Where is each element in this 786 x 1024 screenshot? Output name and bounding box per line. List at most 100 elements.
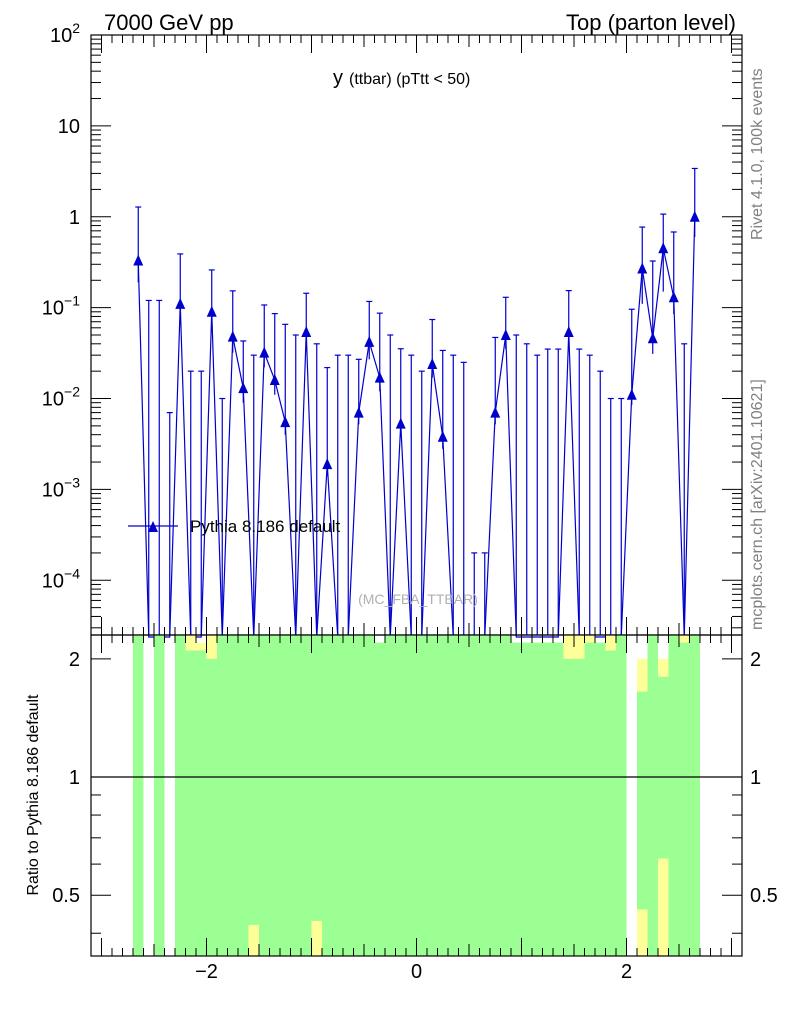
y-tick-label: 10 (58, 116, 80, 138)
ratio-y-tick-label-right: 2 (750, 649, 761, 671)
y-tick-base: 10 (42, 389, 64, 411)
y-tick-label: 10−4 (42, 565, 80, 592)
y-tick-base: 10 (58, 116, 80, 138)
y-tick-label: 10−1 (42, 293, 80, 320)
ratio-band-inner (521, 642, 532, 956)
ratio-band-inner (595, 642, 606, 956)
ratio-band-inner (185, 650, 196, 956)
ratio-band-inner (227, 635, 238, 956)
ratio-band-inner (290, 635, 301, 956)
main-frame (90, 34, 743, 636)
legend: Pythia 8.186 default (128, 517, 341, 536)
y-tick-base: 10 (50, 25, 72, 47)
data-point (689, 210, 700, 222)
data-point (269, 373, 280, 385)
x-tick-label: −2 (195, 961, 218, 983)
ratio-y-tick-label-right: 0.5 (750, 885, 778, 907)
y-tick-label: 102 (50, 20, 80, 47)
chart-title: y (ttbar) (pTtt < 50) (333, 67, 470, 89)
mcplots-label: mcplots.cern.ch [arXiv:2401.10621] (749, 379, 766, 630)
ratio-band-inner (311, 635, 322, 921)
data-point (637, 262, 648, 274)
ratio-band-inner (511, 642, 522, 956)
y-tick-base: 10 (42, 479, 64, 501)
data-point (259, 346, 270, 358)
ratio-band-inner (269, 635, 280, 956)
data-point (500, 329, 511, 340)
data-point (364, 335, 375, 347)
ratio-band-inner (689, 635, 700, 956)
data-point (374, 371, 385, 383)
ratio-band-inner (637, 691, 648, 910)
y-tick-exponent: −1 (64, 293, 80, 309)
ratio-band-inner (647, 635, 658, 956)
ratio-band-inner (322, 635, 333, 956)
ratio-band-inner (668, 635, 679, 956)
ratio-y-tick-label: 2 (69, 649, 80, 671)
ratio-band-inner (175, 635, 186, 956)
data-point (658, 242, 669, 254)
y-tick-base: 10 (42, 570, 64, 592)
header-process: Top (parton level) (566, 10, 736, 35)
x-tick-label: 0 (411, 961, 422, 983)
ratio-band-inner (406, 635, 417, 956)
y-tick-label: 10−3 (42, 474, 80, 501)
chart-title-sub: (ttbar) (pTtt < 50) (349, 71, 470, 88)
ratio-band-inner (427, 635, 438, 956)
y-tick-exponent: −3 (64, 474, 80, 490)
ratio-band-inner (584, 642, 595, 956)
data-point (427, 357, 438, 369)
ratio-band-inner (385, 635, 396, 956)
ratio-band-inner (364, 635, 375, 956)
rivet-label: Rivet 4.1.0, 100k events (749, 68, 766, 240)
ratio-band-inner (574, 658, 585, 956)
data-point (668, 291, 679, 303)
ratio-y-axis-label: Ratio to Pythia 8.186 default (25, 694, 42, 896)
ratio-band-inner (395, 635, 406, 956)
data-point (206, 305, 217, 317)
ratio-band-inner (553, 642, 564, 956)
y-tick-base: 10 (42, 298, 64, 320)
ratio-band-inner (500, 635, 511, 956)
data-point (133, 254, 144, 266)
ratio-band-inner (343, 635, 354, 956)
ratio-plot-panel: −2 0 2 2 2 1 1 0.5 0.5 Ratio to Pythia 8.186 def… (25, 617, 778, 983)
data-point (227, 330, 238, 342)
ratio-band-inner (133, 635, 144, 956)
ratio-band-inner (259, 635, 270, 956)
ratio-band-inner (416, 635, 427, 956)
ratio-band-inner (217, 635, 228, 956)
data-point (395, 417, 406, 429)
ratio-band-inner (301, 635, 312, 956)
ratio-y-tick-label: 0.5 (52, 885, 80, 907)
y-tick-label: 1 (69, 207, 80, 229)
main-plot-panel: (MC_FBA_TTBAR) y (ttbar) (pTtt < 50) 1021… (42, 20, 743, 638)
ratio-band-inner (238, 635, 249, 956)
legend-entry: Pythia 8.186 default (190, 517, 341, 536)
ratio-band-inner (332, 635, 343, 956)
main-series-layer (133, 167, 700, 638)
ratio-band-inner (490, 635, 501, 956)
ratio-band-inner (196, 650, 207, 956)
data-point (301, 325, 312, 337)
ratio-bands-layer (133, 635, 700, 956)
ratio-band-inner (448, 635, 459, 956)
ratio-y-tick-label: 1 (69, 767, 80, 789)
header-energy: 7000 GeV pp (104, 10, 234, 35)
data-point (626, 388, 637, 400)
ratio-band-inner (280, 635, 291, 956)
data-point (280, 416, 291, 428)
ratio-band-inner (458, 635, 469, 956)
ratio-band-inner (605, 650, 616, 956)
ratio-band-inner (353, 635, 364, 956)
ratio-band-inner (563, 658, 574, 956)
ratio-band-inner (469, 635, 480, 956)
data-point (647, 332, 658, 344)
ratio-band-inner (658, 676, 669, 859)
ratio-band-inner (616, 635, 627, 956)
x-tick-label: 2 (621, 961, 632, 983)
data-point (238, 382, 249, 394)
ratio-band-inner (679, 642, 690, 956)
